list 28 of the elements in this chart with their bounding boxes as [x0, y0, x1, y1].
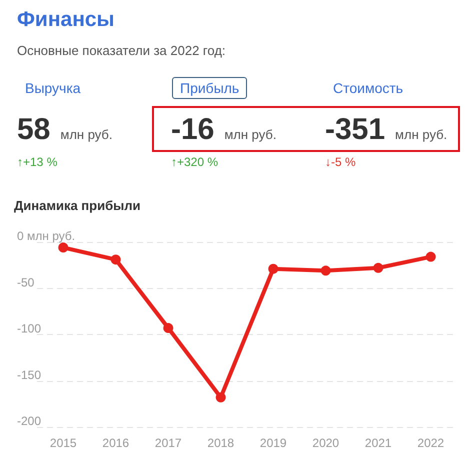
data-label: -351 — [325, 113, 386, 146]
data-label: -16 — [171, 113, 214, 146]
y-tick-label: -50 — [17, 275, 35, 290]
text: ↓-5 % — [325, 155, 356, 169]
x-tick-label: 2019 — [260, 436, 287, 450]
category-label: Выручка — [25, 79, 81, 98]
text: ↑+320 % — [171, 155, 218, 169]
category-label: Прибыль — [172, 77, 248, 99]
text: млн руб. — [60, 127, 112, 142]
text: Финансы — [17, 8, 114, 32]
x-tick-label: 2020 — [312, 436, 340, 450]
x-tick-label: 2018 — [207, 436, 234, 450]
x-tick-label: 2016 — [102, 436, 130, 450]
y-tick-label: -100 — [17, 322, 42, 336]
text: млн руб. — [395, 127, 448, 142]
x-tick-label: 2022 — [417, 436, 444, 450]
text: Основные показатели за 2022 год: — [17, 43, 226, 58]
category-label: Стоимость — [333, 79, 404, 98]
x-tick-label: 2021 — [364, 436, 392, 450]
text: млн руб. — [224, 127, 276, 142]
text: ↑+13 % — [17, 155, 58, 169]
data-label: 58 — [17, 113, 50, 146]
x-tick-label: 2017 — [154, 436, 182, 450]
x-tick-label: 2015 — [50, 436, 77, 450]
y-tick-label: -150 — [17, 368, 42, 382]
chart-title: Динамика прибыли — [14, 198, 140, 213]
y-tick-label: -200 — [17, 414, 42, 428]
y-tick-label: 0 млн руб. — [17, 229, 76, 243]
